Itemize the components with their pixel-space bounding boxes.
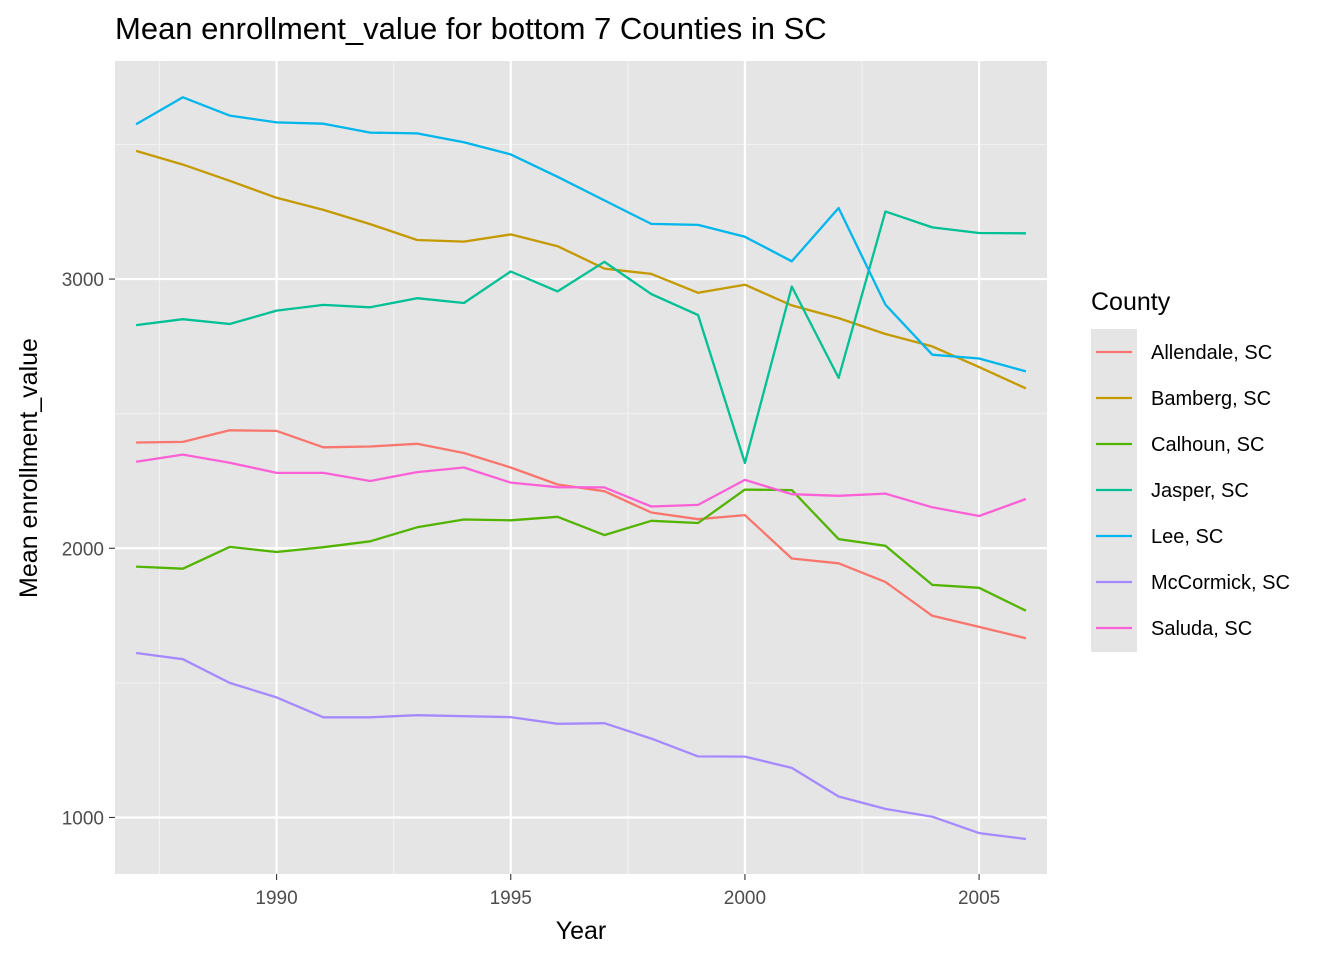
- x-tick-label: 1995: [490, 888, 532, 909]
- y-tick-label: 3000: [62, 270, 104, 291]
- y-tick-label: 1000: [62, 808, 104, 829]
- y-axis-title: Mean enrollment_value: [15, 338, 43, 598]
- legend-label-jasper-sc: Jasper, SC: [1151, 480, 1249, 502]
- series-line-lee-sc: [135, 96, 1027, 373]
- x-axis: 1990 1995 2000 2005: [255, 874, 1000, 909]
- series-lines: [135, 96, 1027, 841]
- series-line-jasper-sc: [135, 210, 1026, 465]
- series-line-bamberg-sc: [135, 149, 1027, 390]
- legend-label-lee-sc: Lee, SC: [1151, 526, 1223, 548]
- minor-gridlines: [115, 61, 1047, 874]
- legend-label-saluda-sc: Saluda, SC: [1151, 618, 1252, 640]
- legend-label-calhoun-sc: Calhoun, SC: [1151, 434, 1264, 456]
- y-tick-label: 2000: [62, 539, 104, 560]
- legend-title: County: [1091, 288, 1171, 316]
- legend: County Allendale, SC Bamberg, SC Calhoun, …: [1091, 288, 1290, 652]
- chart-title: Mean enrollment_value for bottom 7 Count…: [115, 11, 827, 46]
- series-line-saluda-sc: [135, 453, 1027, 518]
- legend-label-mccormick-sc: McCormick, SC: [1151, 572, 1290, 594]
- legend-label-bamberg-sc: Bamberg, SC: [1151, 388, 1271, 410]
- major-gridlines: [115, 61, 1047, 874]
- y-axis: 1000 2000 3000: [62, 270, 115, 829]
- legend-label-allendale-sc: Allendale, SC: [1151, 342, 1272, 364]
- x-axis-title: Year: [556, 917, 607, 945]
- x-tick-label: 2005: [958, 888, 1000, 909]
- x-tick-label: 2000: [724, 888, 766, 909]
- series-line-mccormick-sc: [135, 651, 1027, 841]
- series-line-calhoun-sc: [136, 488, 1027, 612]
- x-tick-label: 1990: [255, 888, 297, 909]
